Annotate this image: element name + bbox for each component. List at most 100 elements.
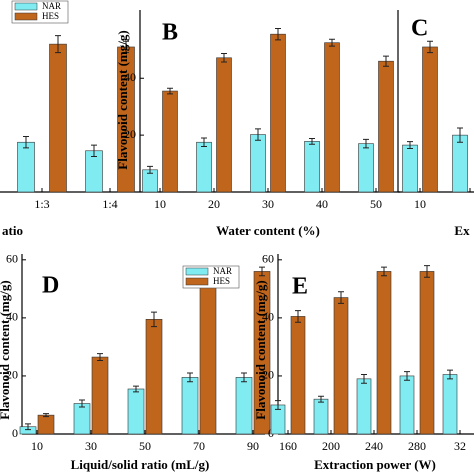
y-axis-label: Flavonoid content (mg/g) bbox=[0, 280, 12, 419]
legend-swatch bbox=[185, 267, 209, 276]
y-tick-label: 0 bbox=[12, 426, 18, 440]
x-axis-label: Water content (%) bbox=[216, 223, 320, 238]
x-tick-label: 1:4 bbox=[102, 197, 117, 211]
legend-swatch bbox=[14, 2, 38, 11]
bar bbox=[333, 297, 349, 435]
legend-label: NAR bbox=[42, 1, 61, 11]
x-tick-label: 32 bbox=[454, 439, 466, 453]
error-bar bbox=[133, 385, 139, 393]
error-bar bbox=[97, 353, 103, 362]
bar bbox=[452, 134, 468, 193]
error-bar bbox=[424, 265, 430, 278]
error-bar bbox=[361, 373, 367, 384]
x-tick-label: 10 bbox=[154, 197, 166, 211]
error-bar bbox=[404, 371, 410, 381]
y-axis-label: Flavonoid content (mg/g) bbox=[115, 30, 130, 169]
bar bbox=[356, 378, 372, 435]
x-axis-label: Extraction power (W) bbox=[314, 457, 436, 472]
error-bar bbox=[123, 40, 129, 54]
panel-label: D bbox=[42, 273, 59, 299]
bar bbox=[73, 403, 91, 435]
error-bar bbox=[147, 165, 153, 174]
error-bar bbox=[151, 311, 157, 328]
x-tick-label: 30 bbox=[262, 197, 274, 211]
bar bbox=[270, 33, 286, 193]
error-bar bbox=[275, 27, 281, 41]
x-axis-label: Ex bbox=[454, 223, 470, 238]
bar bbox=[358, 143, 374, 193]
error-bar bbox=[338, 291, 344, 304]
error-bar bbox=[241, 372, 247, 383]
bar bbox=[235, 377, 253, 435]
error-bar bbox=[383, 55, 389, 67]
y-tick-label: 40 bbox=[124, 70, 136, 84]
x-tick-label: 240 bbox=[365, 439, 383, 453]
legend-swatch bbox=[185, 277, 209, 286]
x-tick-label: 10 bbox=[414, 197, 426, 211]
error-bar bbox=[309, 138, 315, 145]
bar bbox=[127, 388, 145, 435]
x-tick-label: 1:3 bbox=[34, 197, 49, 211]
bar bbox=[162, 90, 178, 193]
bar bbox=[181, 377, 199, 435]
bar bbox=[290, 316, 306, 435]
bar bbox=[419, 271, 435, 435]
bar bbox=[422, 46, 438, 193]
panel-label: C bbox=[411, 16, 428, 42]
error-bar bbox=[318, 395, 324, 403]
legend-label: HES bbox=[213, 276, 230, 286]
x-tick-label: 70 bbox=[193, 439, 205, 453]
x-tick-label: 90 bbox=[247, 439, 259, 453]
y-tick-label: 40 bbox=[6, 310, 18, 324]
error-bar bbox=[255, 128, 261, 141]
y-tick-label: 60 bbox=[262, 252, 274, 266]
error-bar bbox=[187, 372, 193, 383]
bar bbox=[399, 375, 415, 435]
x-tick-label: 20 bbox=[208, 197, 220, 211]
bar bbox=[313, 398, 329, 435]
error-bar bbox=[167, 87, 173, 95]
error-bar bbox=[259, 266, 265, 277]
bar bbox=[196, 141, 212, 193]
bar bbox=[216, 57, 232, 193]
bar bbox=[304, 141, 320, 193]
bar bbox=[376, 271, 392, 435]
error-bar bbox=[201, 137, 207, 147]
y-tick-label: 60 bbox=[6, 252, 18, 266]
error-bar bbox=[427, 40, 433, 54]
x-axis-label: Liquid/solid ratio (mL/g) bbox=[71, 457, 210, 472]
error-bar bbox=[363, 138, 369, 149]
legend-label: NAR bbox=[213, 266, 232, 276]
bar bbox=[199, 274, 217, 435]
error-bar bbox=[23, 136, 29, 149]
bar bbox=[402, 144, 418, 193]
y-tick-label: 20 bbox=[262, 368, 274, 382]
bar bbox=[91, 356, 109, 435]
x-tick-label: 50 bbox=[139, 439, 151, 453]
error-bar bbox=[43, 413, 49, 418]
error-bar bbox=[381, 266, 387, 277]
error-bar bbox=[25, 423, 31, 431]
legend-swatch bbox=[14, 12, 38, 21]
x-axis-label: atio bbox=[2, 223, 23, 238]
bar bbox=[17, 141, 35, 193]
x-tick-label: 10 bbox=[31, 439, 43, 453]
panel-label: B bbox=[162, 20, 178, 46]
bar bbox=[378, 60, 394, 193]
error-bar bbox=[407, 141, 413, 149]
x-tick-label: 30 bbox=[85, 439, 97, 453]
x-tick-label: 160 bbox=[279, 439, 297, 453]
error-bar bbox=[275, 400, 281, 410]
y-tick-label: 20 bbox=[6, 368, 18, 382]
error-bar bbox=[329, 38, 335, 47]
y-tick-label: 40 bbox=[262, 310, 274, 324]
x-tick-label: 280 bbox=[408, 439, 426, 453]
bar bbox=[442, 374, 458, 435]
error-bar bbox=[55, 35, 61, 54]
error-bar bbox=[91, 144, 97, 157]
panel-label: E bbox=[292, 274, 308, 300]
bar bbox=[49, 43, 67, 193]
bar bbox=[145, 319, 163, 435]
error-bar bbox=[295, 310, 301, 323]
